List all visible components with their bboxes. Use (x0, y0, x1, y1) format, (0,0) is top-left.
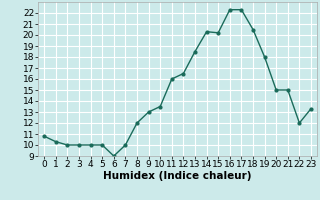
X-axis label: Humidex (Indice chaleur): Humidex (Indice chaleur) (103, 171, 252, 181)
